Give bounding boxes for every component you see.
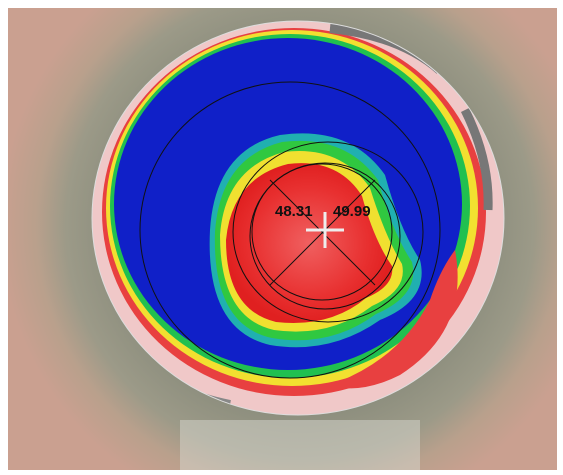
- artifact: [460, 107, 493, 211]
- contour-circle: [232, 141, 424, 323]
- reading-right: 49.99: [333, 203, 371, 220]
- crosshair: [306, 212, 344, 248]
- contour-circle: [251, 163, 393, 301]
- contour-circle: [249, 162, 401, 310]
- swirl: [330, 250, 458, 389]
- reading-left: 48.31: [275, 203, 313, 220]
- disc-edge: [91, 20, 505, 416]
- contour-lines: [91, 20, 505, 416]
- axis-line: [269, 179, 376, 286]
- contour-circle: [139, 81, 441, 379]
- reflection: [180, 420, 420, 470]
